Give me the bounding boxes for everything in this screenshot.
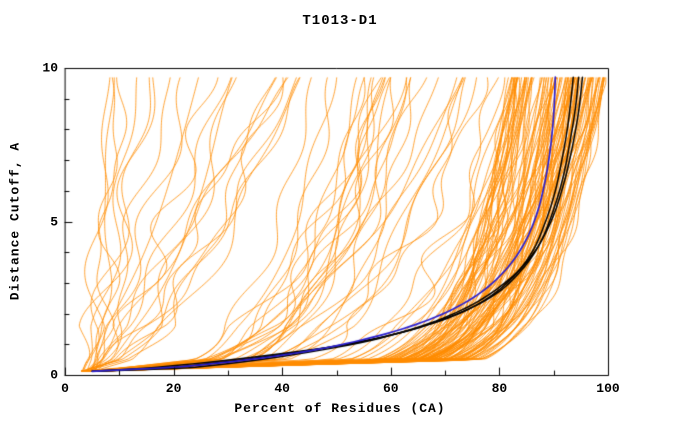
x-tick-label: 60	[382, 381, 399, 396]
x-tick-label: 0	[61, 381, 69, 396]
chart-title: T1013-D1	[302, 13, 378, 29]
x-tick-label: 40	[274, 381, 290, 396]
y-tick-label: 10	[42, 60, 58, 76]
x-tick-label: 80	[491, 381, 508, 396]
y-tick-label: 5	[50, 214, 58, 229]
y-axis-label: Distance Cutoff, A	[7, 141, 23, 301]
x-tick-label: 20	[165, 381, 182, 396]
y-tick-label: 0	[50, 367, 58, 383]
x-tick-label: 100	[596, 381, 620, 396]
x-axis-label: Percent of Residues (CA)	[234, 401, 446, 416]
